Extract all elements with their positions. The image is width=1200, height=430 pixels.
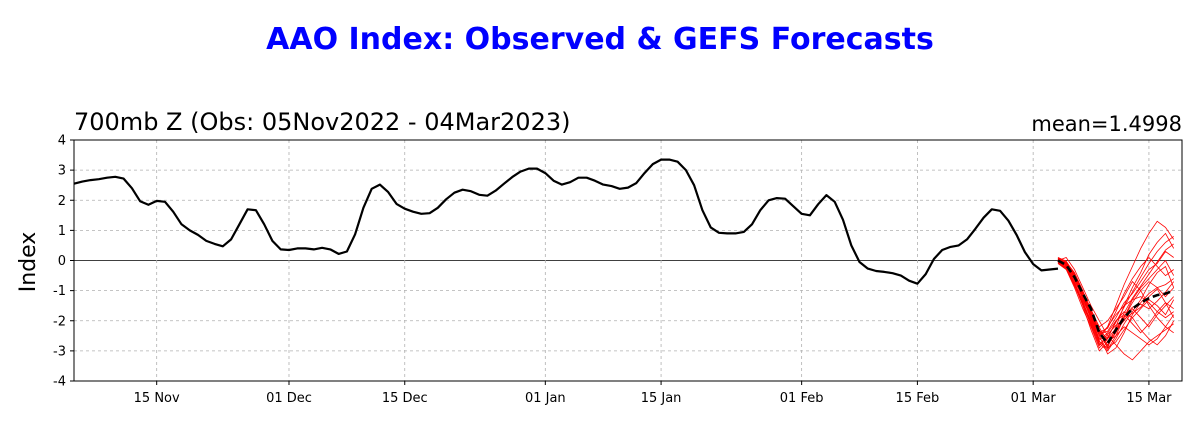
ensemble-member-line <box>1057 261 1175 347</box>
chart-subtitle-left: 700mb Z (Obs: 05Nov2022 - 04Mar2023) <box>74 108 571 136</box>
ensemble-member-line <box>1057 256 1174 333</box>
y-tick-label: 2 <box>58 194 66 209</box>
y-tick-label: 3 <box>58 164 66 179</box>
x-tick-label: 01 Mar <box>1011 391 1057 406</box>
x-tick-label: 01 Dec <box>266 391 312 406</box>
chart-subtitle-right: mean=1.4998 <box>1031 112 1182 136</box>
ensemble-member-line <box>1057 259 1174 337</box>
y-tick-label: 1 <box>58 224 66 239</box>
ensemble-mean-line <box>1057 259 1175 346</box>
x-tick-label: 15 Feb <box>896 391 940 406</box>
plot-frame <box>73 139 1183 382</box>
y-tick-label: -1 <box>53 284 66 299</box>
x-tick-label: 15 Nov <box>134 391 180 406</box>
y-tick-label: -4 <box>53 375 66 390</box>
observed-line <box>73 158 1059 285</box>
axis-layer: -4 -3 -2 -1 0 1 2 3 4 15 Nov 01 Dec 15 Dec 01 Jan 15 … <box>53 134 1183 406</box>
chart-title: AAO Index: Observed & GEFS Forecasts <box>266 22 934 57</box>
ensemble-member-line <box>1057 261 1174 351</box>
x-tick-label: 01 Jan <box>525 391 566 406</box>
y-axis-label: Index <box>16 232 41 293</box>
series-layer <box>73 158 1175 361</box>
grid-layer <box>74 140 1182 381</box>
y-tick-label: -2 <box>53 314 66 329</box>
x-tick-label: 15 Jan <box>641 391 682 406</box>
ensemble-member-line <box>1057 257 1174 361</box>
x-tick-label: 15 Mar <box>1126 391 1172 406</box>
y-tick-label: 4 <box>58 134 66 149</box>
y-tick-label: -3 <box>53 344 66 359</box>
x-tick-label: 15 Dec <box>382 391 428 406</box>
y-tick-label: 0 <box>58 254 66 269</box>
x-tick-label: 01 Feb <box>780 391 824 406</box>
